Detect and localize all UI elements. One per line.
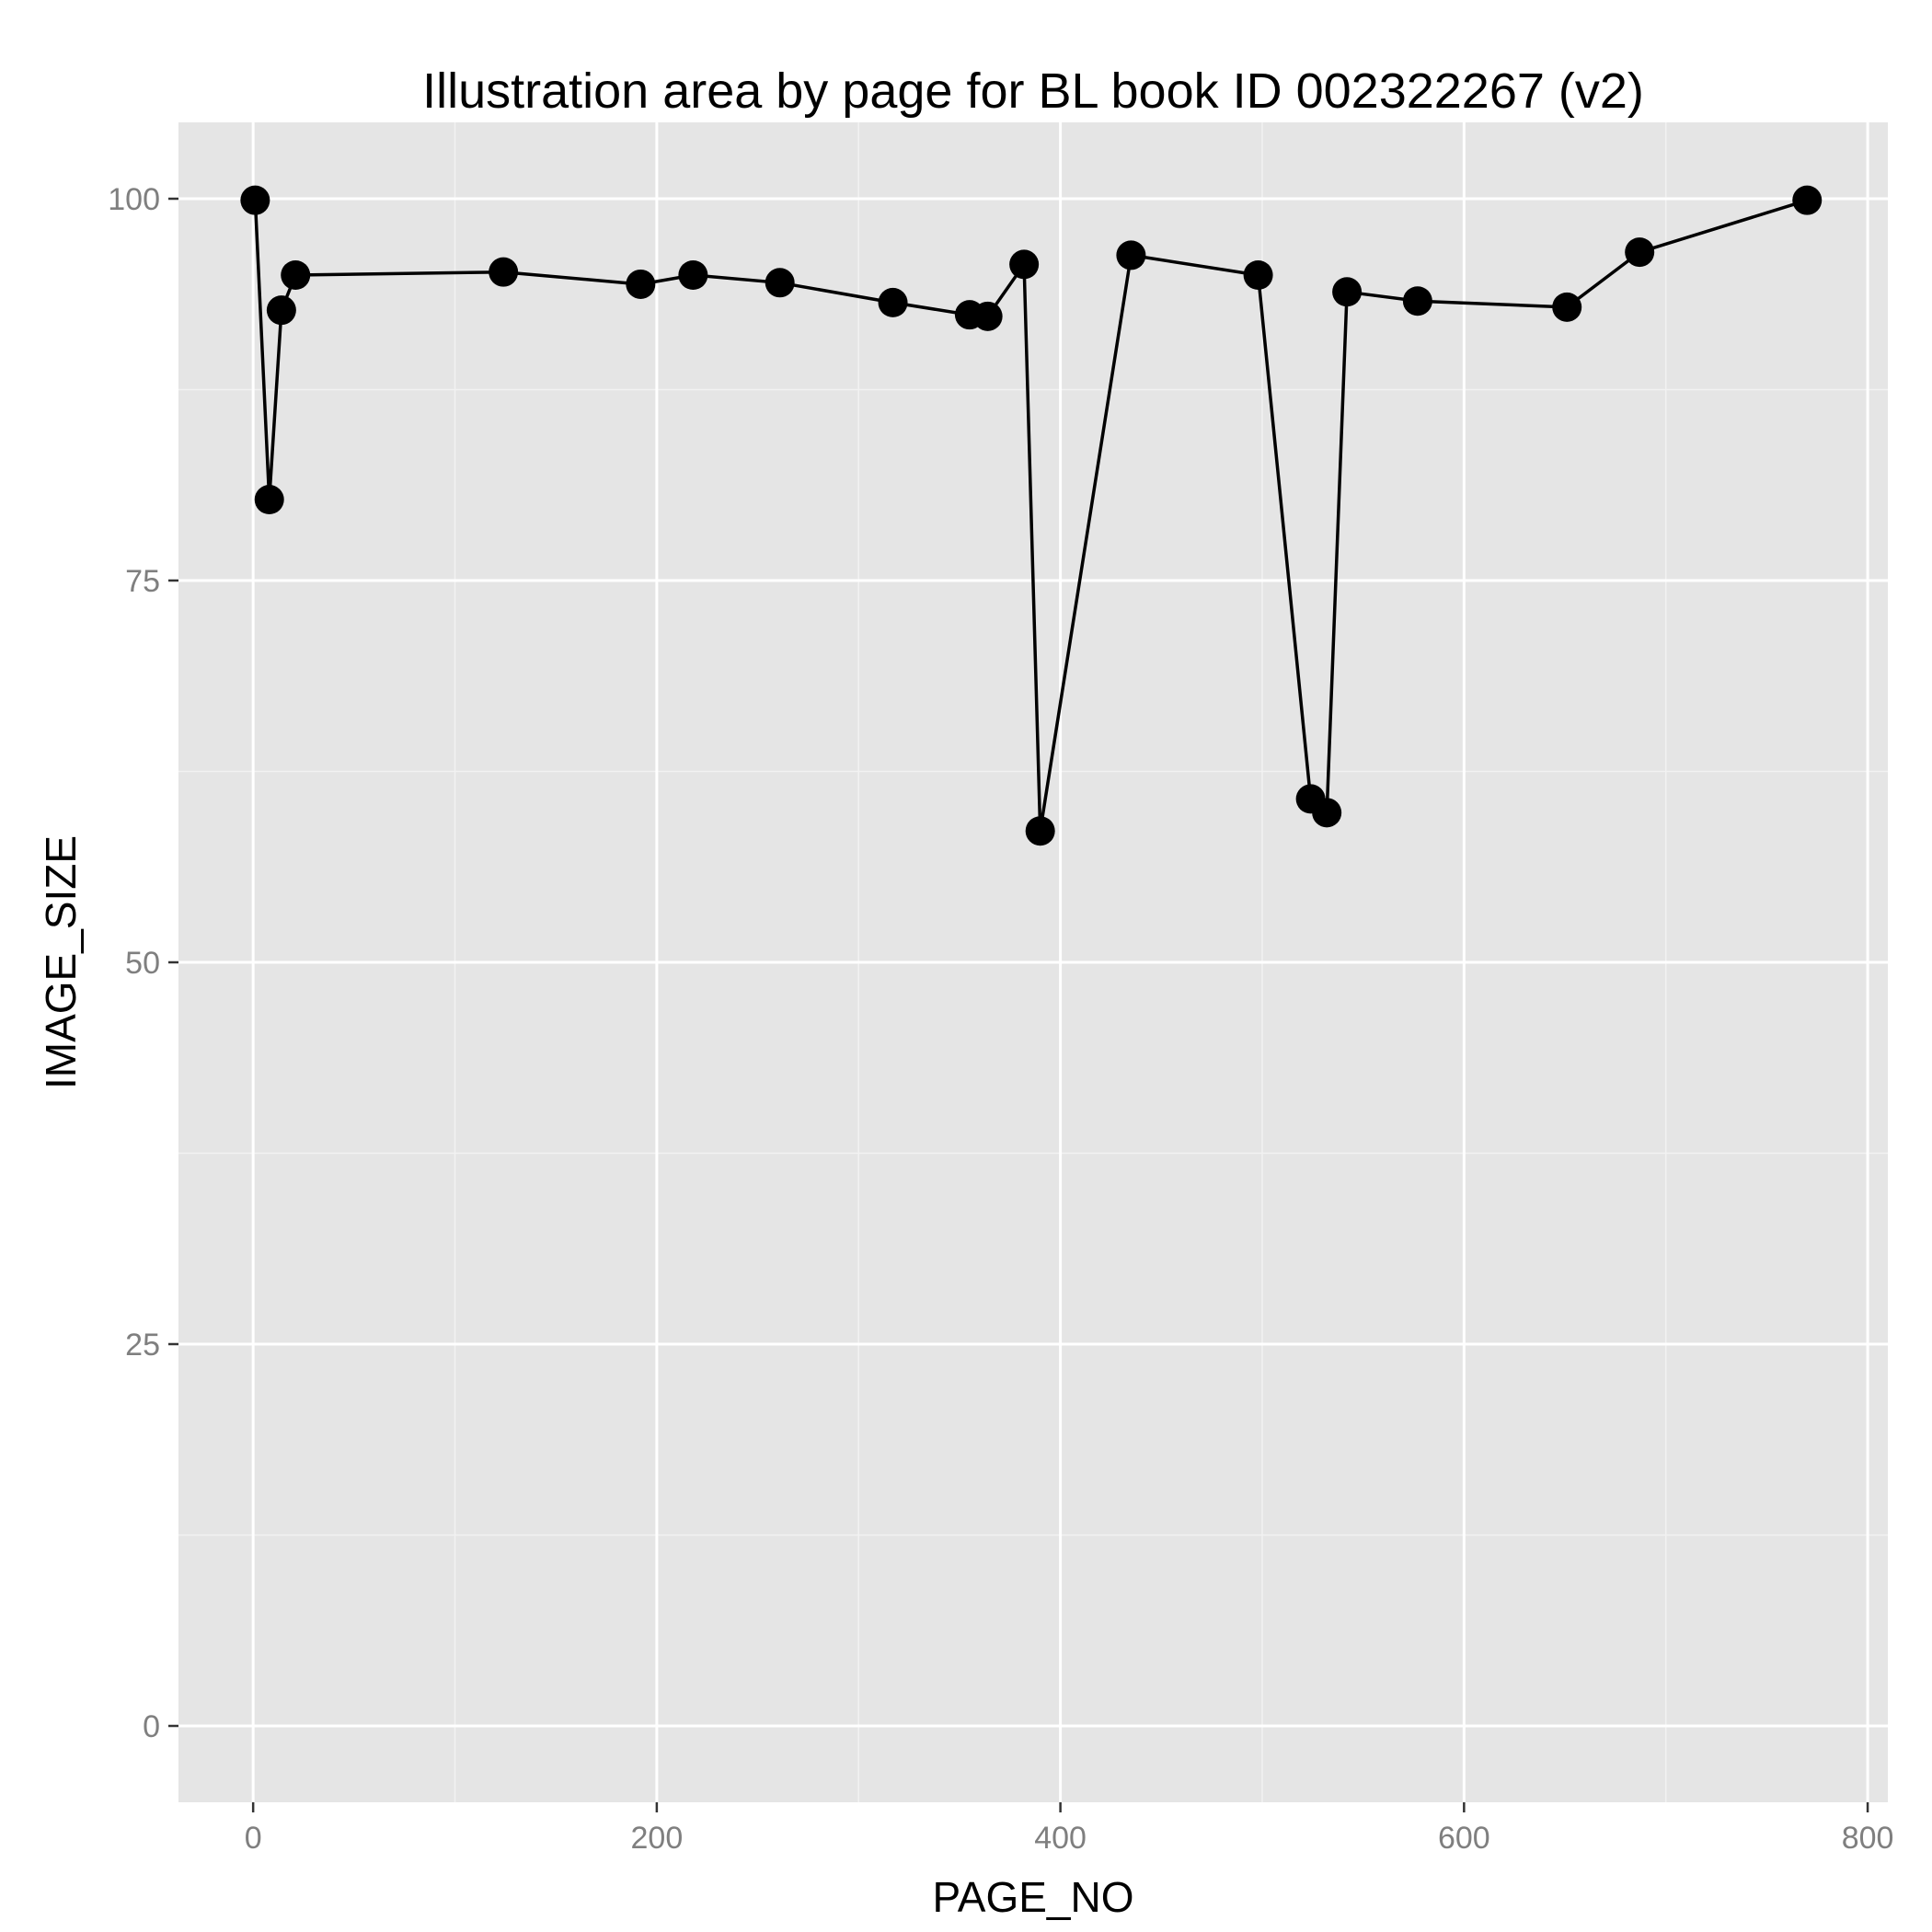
y-tick-label: 50 — [125, 946, 160, 981]
data-point — [972, 301, 1003, 331]
data-point — [1009, 249, 1040, 280]
data-point — [1116, 240, 1146, 270]
x-tick-label: 600 — [1438, 1821, 1490, 1856]
series-line — [253, 199, 1808, 832]
data-point — [240, 185, 270, 215]
y-tick-label: 75 — [125, 564, 160, 599]
x-tick-label: 800 — [1842, 1821, 1894, 1856]
data-point — [765, 268, 795, 298]
y-tick-labels: 0 25 50 75 100 — [108, 182, 160, 1744]
x-tick-labels: 0 200 400 600 800 — [245, 1821, 1894, 1856]
data-point — [254, 485, 284, 515]
data-point — [1625, 237, 1655, 268]
major-gridlines — [178, 122, 1888, 1802]
data-point — [281, 260, 311, 290]
x-tick-label: 400 — [1034, 1821, 1087, 1856]
data-point — [266, 295, 296, 326]
y-tick-label: 100 — [108, 182, 160, 217]
data-point — [1025, 816, 1055, 846]
x-tick-label: 200 — [631, 1821, 684, 1856]
data-point — [1402, 286, 1432, 316]
data-point — [1243, 260, 1273, 290]
data-point — [1332, 277, 1363, 307]
data-point — [1792, 185, 1823, 215]
axis-ticks — [168, 197, 1869, 1812]
data-point — [1312, 798, 1342, 828]
data-point — [878, 287, 908, 317]
x-axis-title: PAGE_NO — [933, 1873, 1134, 1921]
data-points — [240, 185, 1823, 846]
chart-title: Illustration area by page for BL book ID… — [422, 63, 1644, 119]
x-tick-label: 0 — [245, 1821, 262, 1856]
y-axis-title: IMAGE_SIZE — [37, 835, 85, 1089]
y-tick-label: 0 — [143, 1709, 160, 1744]
data-point — [489, 257, 519, 287]
data-point — [678, 260, 708, 290]
data-point — [626, 269, 656, 299]
y-tick-label: 25 — [125, 1328, 160, 1363]
data-point — [1552, 292, 1582, 322]
